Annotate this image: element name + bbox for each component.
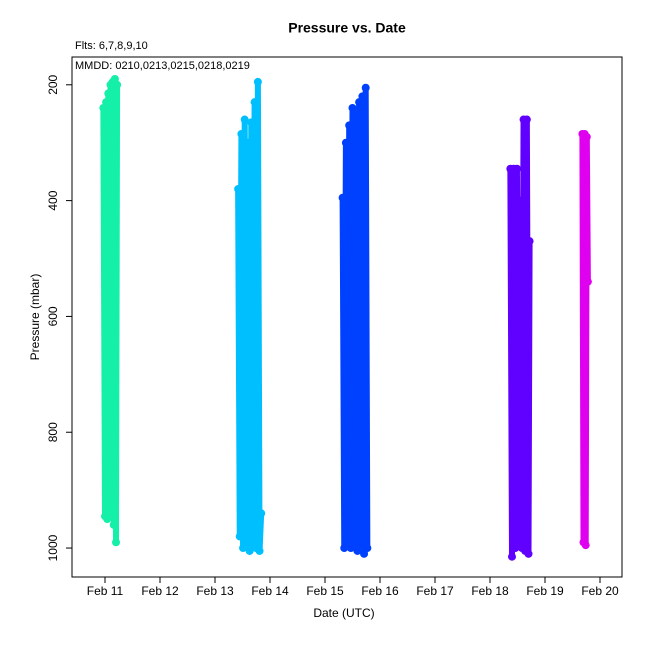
point bbox=[514, 538, 523, 547]
point bbox=[346, 544, 355, 553]
y-tick-label: 1000 bbox=[46, 534, 60, 561]
plot-frame bbox=[71, 56, 623, 578]
point bbox=[522, 115, 531, 124]
point bbox=[235, 532, 244, 541]
flight-line bbox=[235, 78, 265, 554]
x-axis-label: Date (UTC) bbox=[313, 606, 374, 620]
point bbox=[524, 549, 533, 558]
point bbox=[240, 115, 249, 124]
point bbox=[363, 544, 372, 553]
y-tick-label: 600 bbox=[46, 306, 60, 326]
point bbox=[107, 503, 116, 512]
point bbox=[351, 109, 360, 118]
point bbox=[345, 121, 354, 130]
point bbox=[109, 520, 118, 529]
point bbox=[250, 98, 259, 107]
point bbox=[350, 538, 359, 547]
point bbox=[247, 118, 256, 127]
point bbox=[341, 138, 350, 147]
point bbox=[255, 546, 264, 555]
flight-line bbox=[507, 116, 533, 560]
x-tick-label: Feb 18 bbox=[471, 584, 509, 598]
point bbox=[511, 544, 520, 553]
point bbox=[257, 509, 266, 518]
x-tick-label: Feb 19 bbox=[526, 584, 564, 598]
x-tick-label: Feb 17 bbox=[416, 584, 454, 598]
annotation: MMDD: 0210,0213,0215,0218,0219 bbox=[75, 60, 250, 72]
point bbox=[237, 130, 246, 139]
x-tick-label: Feb 20 bbox=[581, 584, 619, 598]
x-tick-label: Feb 14 bbox=[251, 584, 289, 598]
point bbox=[508, 552, 516, 561]
point bbox=[582, 132, 591, 141]
point bbox=[516, 196, 525, 205]
flight-line bbox=[579, 131, 591, 549]
point bbox=[253, 77, 262, 86]
x-tick-label: Feb 16 bbox=[361, 584, 399, 598]
x-tick-label: Feb 13 bbox=[196, 584, 234, 598]
y-tick-label: 200 bbox=[46, 74, 60, 94]
point bbox=[358, 92, 367, 101]
point bbox=[244, 138, 252, 147]
point bbox=[512, 164, 521, 173]
point bbox=[234, 185, 243, 194]
flight-line bbox=[339, 84, 371, 557]
point bbox=[353, 546, 362, 555]
chart-title: Pressure vs. Date bbox=[288, 20, 406, 36]
y-axis-label: Pressure (mbar) bbox=[28, 274, 42, 361]
point bbox=[242, 538, 251, 547]
point bbox=[338, 193, 347, 202]
point bbox=[356, 541, 365, 550]
point bbox=[113, 80, 122, 89]
point bbox=[361, 83, 370, 92]
point bbox=[355, 98, 364, 107]
point bbox=[112, 538, 120, 547]
point bbox=[581, 541, 590, 550]
point bbox=[245, 546, 254, 555]
point bbox=[104, 89, 113, 98]
point bbox=[360, 549, 369, 558]
flight-line bbox=[100, 76, 121, 546]
annotation: Flts: 6,7,8,9,10 bbox=[75, 40, 148, 52]
y-tick-label: 400 bbox=[46, 190, 60, 210]
point bbox=[239, 544, 248, 553]
point bbox=[583, 277, 592, 286]
x-tick-label: Feb 15 bbox=[306, 584, 344, 598]
point bbox=[102, 98, 111, 107]
x-tick-label: Feb 11 bbox=[87, 584, 124, 598]
point bbox=[525, 237, 534, 246]
x-tick-label: Feb 12 bbox=[141, 584, 179, 598]
y-tick-label: 800 bbox=[46, 422, 60, 442]
point bbox=[348, 103, 357, 112]
